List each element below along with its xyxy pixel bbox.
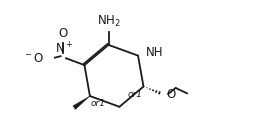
- Text: NH$_2$: NH$_2$: [96, 14, 120, 29]
- Text: O: O: [166, 88, 175, 101]
- Text: N$^+$: N$^+$: [55, 41, 73, 56]
- Text: O: O: [59, 27, 68, 40]
- Polygon shape: [73, 96, 90, 109]
- Text: or1: or1: [128, 90, 143, 99]
- Text: $^-$O: $^-$O: [23, 52, 44, 65]
- Text: NH: NH: [146, 46, 163, 59]
- Text: or1: or1: [91, 99, 106, 108]
